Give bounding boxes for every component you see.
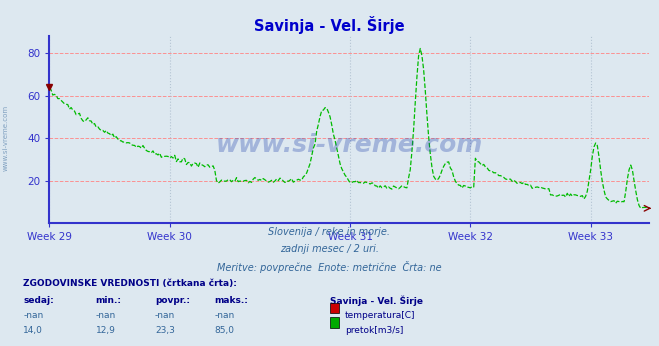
Text: ZGODOVINSKE VREDNOSTI (črtkana črta):: ZGODOVINSKE VREDNOSTI (črtkana črta): bbox=[23, 279, 237, 288]
Text: min.:: min.: bbox=[96, 296, 121, 305]
Text: -nan: -nan bbox=[155, 311, 175, 320]
Text: pretok[m3/s]: pretok[m3/s] bbox=[345, 326, 403, 335]
Text: Savinja - Vel. Širje: Savinja - Vel. Širje bbox=[254, 16, 405, 34]
Text: sedaj:: sedaj: bbox=[23, 296, 54, 305]
Text: zadnji mesec / 2 uri.: zadnji mesec / 2 uri. bbox=[280, 244, 379, 254]
Text: 14,0: 14,0 bbox=[23, 326, 43, 335]
Text: 85,0: 85,0 bbox=[214, 326, 234, 335]
Text: 23,3: 23,3 bbox=[155, 326, 175, 335]
Text: -nan: -nan bbox=[23, 311, 43, 320]
Text: www.si-vreme.com: www.si-vreme.com bbox=[215, 133, 483, 157]
Text: povpr.:: povpr.: bbox=[155, 296, 190, 305]
Text: Slovenija / reke in morje.: Slovenija / reke in morje. bbox=[268, 227, 391, 237]
Text: temperatura[C]: temperatura[C] bbox=[345, 311, 415, 320]
Text: Savinja - Vel. Širje: Savinja - Vel. Širje bbox=[330, 296, 422, 306]
Text: maks.:: maks.: bbox=[214, 296, 248, 305]
Text: -nan: -nan bbox=[96, 311, 116, 320]
Text: -nan: -nan bbox=[214, 311, 235, 320]
Text: www.si-vreme.com: www.si-vreme.com bbox=[2, 105, 9, 172]
Text: 12,9: 12,9 bbox=[96, 326, 115, 335]
Text: Meritve: povprečne  Enote: metrične  Črta: ne: Meritve: povprečne Enote: metrične Črta:… bbox=[217, 261, 442, 273]
